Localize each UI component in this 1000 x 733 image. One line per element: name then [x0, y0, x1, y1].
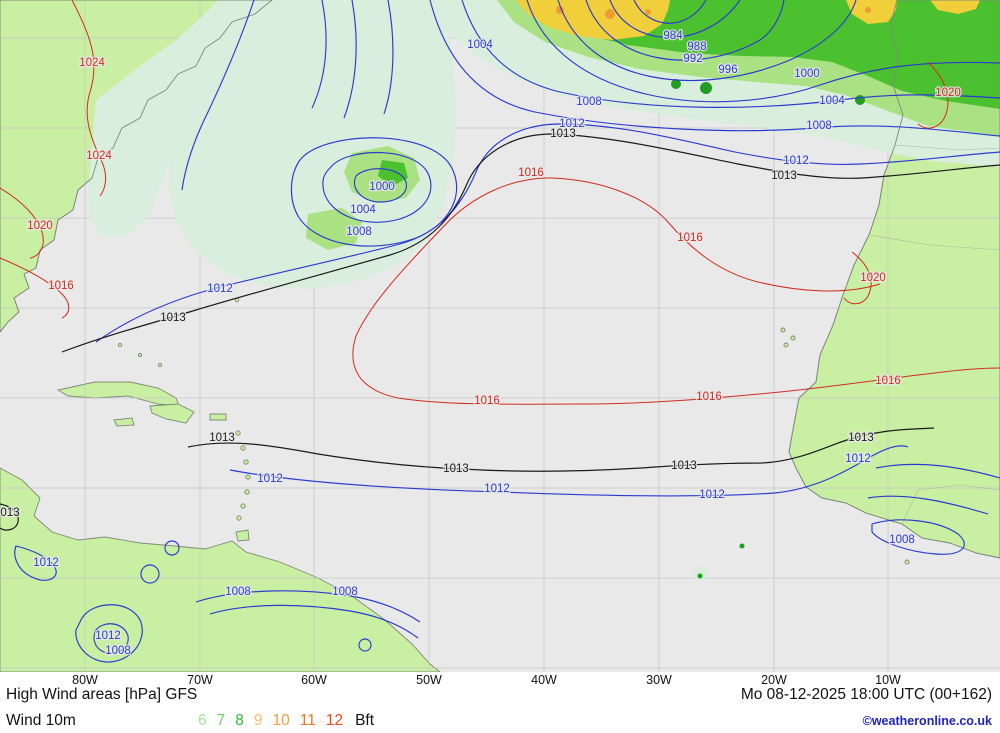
- isobar-label-1013: 1013: [443, 463, 469, 475]
- isobar-label-1020: 1020: [860, 272, 886, 284]
- isobar-label-1012: 1012: [484, 483, 510, 495]
- map-title: High Wind areas [hPa] GFS: [6, 686, 198, 703]
- isobar-label-1008: 1008: [346, 226, 372, 238]
- longitude-tick-label: 10W: [875, 673, 901, 687]
- beaufort-level-6: 6: [198, 712, 207, 729]
- isobar-label-1016: 1016: [677, 232, 703, 244]
- isobar-label-1012: 1012: [559, 118, 585, 130]
- legend-row: Wind 10m 6 7 8 9 10 11 12 Bft ©weatheronline.c…: [6, 712, 992, 730]
- landmasses: [0, 0, 1000, 672]
- isobar-label-1012: 1012: [783, 155, 809, 167]
- isobar-label-1024: 1024: [86, 150, 112, 162]
- beaufort-level-8: 8: [235, 712, 244, 729]
- longitude-tick-label: 40W: [531, 673, 557, 687]
- isobar-label-1013: 1013: [848, 432, 874, 444]
- isobar-label-1008: 1008: [105, 645, 131, 657]
- isobar-label-1013: 1013: [550, 128, 576, 140]
- isobar-label-996: 996: [718, 64, 737, 76]
- isobar-label-1008: 1008: [225, 586, 251, 598]
- isobar-label-1012: 1012: [95, 630, 121, 642]
- legend-unit: Bft: [355, 712, 375, 729]
- beaufort-level-9: 9: [253, 712, 263, 729]
- wind-level-label: Wind 10m: [6, 712, 76, 729]
- isobars-black: [0, 133, 1000, 531]
- isobars-red: [0, 0, 1000, 405]
- isobar-label-1008: 1008: [576, 96, 602, 108]
- country-borders: [868, 144, 1000, 525]
- map-canvas: 1004 984 988 992 996 1000 1008 1004 1008 1012 1012…: [0, 0, 1000, 672]
- beaufort-level-10: 10: [272, 712, 290, 729]
- isobar-label-1016: 1016: [518, 167, 544, 179]
- isobar-label-1004: 1004: [350, 204, 376, 216]
- longitude-axis: 80W 70W 60W 50W 40W 30W 20W 10W: [0, 672, 1000, 687]
- isobar-label-1012: 1012: [699, 489, 725, 501]
- longitude-tick-label: 20W: [761, 673, 787, 687]
- isobar-label-1020: 1020: [27, 220, 53, 232]
- isobar-label-1016: 1016: [696, 391, 722, 403]
- isobar-label-1024: 1024: [79, 57, 105, 69]
- isobar-label-1012: 1012: [207, 283, 233, 295]
- isobar-label-013: 013: [0, 507, 19, 519]
- isobar-label-1016: 1016: [48, 280, 74, 292]
- beaufort-level-11: 11: [299, 712, 316, 729]
- isobar-label-1020: 1020: [935, 87, 961, 99]
- isobar-label-1008: 1008: [889, 534, 915, 546]
- isobar-label-1012: 1012: [845, 453, 871, 465]
- longitude-tick-label: 30W: [646, 673, 672, 687]
- isobar-label-1000: 1000: [794, 68, 820, 80]
- isobar-label-1012: 1012: [33, 557, 59, 569]
- isobar-label-1013: 1013: [671, 460, 697, 472]
- isobar-label-988: 988: [687, 41, 706, 53]
- isobar-label-1008: 1008: [332, 586, 358, 598]
- longitude-tick-label: 50W: [416, 673, 442, 687]
- isobar-label-992: 992: [683, 53, 702, 65]
- beaufort-level-7: 7: [216, 712, 226, 729]
- isobar-label-1013: 1013: [209, 432, 235, 444]
- isobar-label-984: 984: [663, 30, 683, 42]
- isobar-label-1016: 1016: [474, 395, 500, 407]
- isobar-label-1013: 1013: [160, 312, 186, 324]
- isobar-label-1016: 1016: [875, 375, 901, 387]
- isobar-label-1004: 1004: [467, 39, 493, 51]
- map-datetime: Mo 08-12-2025 18:00 UTC (00+162): [740, 686, 992, 703]
- beaufort-level-12: 12: [325, 712, 344, 729]
- longitude-tick-label: 70W: [187, 673, 213, 687]
- isobar-label-1004: 1004: [819, 95, 845, 107]
- longitude-tick-label: 80W: [72, 673, 98, 687]
- isobars-blue: [14, 0, 1000, 663]
- copyright-link[interactable]: ©weatheronline.co.uk: [862, 714, 992, 728]
- title-row: High Wind areas [hPa] GFS Mo 08-12-2025 …: [6, 686, 992, 704]
- beaufort-legend: 6 7 8 9 10 11 12: [198, 712, 353, 730]
- isobar-label-1013: 1013: [771, 170, 797, 182]
- isobar-label-1000: 1000: [369, 181, 395, 193]
- longitude-tick-label: 60W: [301, 673, 327, 687]
- isobar-label-1008: 1008: [806, 120, 832, 132]
- isobar-label-1012: 1012: [257, 473, 283, 485]
- footer: 80W 70W 60W 50W 40W 30W 20W 10W High Wind areas…: [0, 672, 1000, 733]
